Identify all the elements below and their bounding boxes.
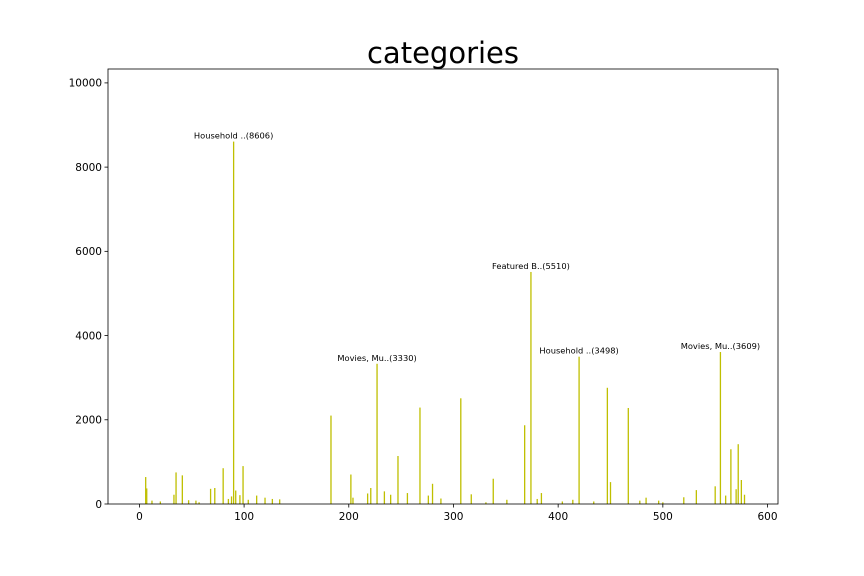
bar bbox=[222, 468, 224, 504]
bar bbox=[146, 488, 148, 504]
bar bbox=[725, 495, 727, 504]
bar bbox=[159, 501, 161, 504]
bar bbox=[390, 494, 392, 504]
bar bbox=[639, 500, 641, 504]
bar bbox=[492, 478, 494, 504]
bar bbox=[470, 494, 472, 504]
bar bbox=[609, 482, 612, 504]
bar bbox=[593, 501, 595, 504]
bar bbox=[427, 495, 429, 504]
bar bbox=[683, 497, 685, 504]
y-tick-label: 8000 bbox=[75, 162, 102, 174]
x-tick-label: 100 bbox=[234, 511, 254, 523]
bar bbox=[658, 500, 660, 504]
bar bbox=[578, 356, 580, 504]
bar bbox=[195, 500, 197, 504]
y-tick-label: 4000 bbox=[75, 330, 102, 342]
bar bbox=[352, 497, 354, 504]
bar bbox=[506, 499, 508, 504]
bar bbox=[743, 494, 746, 504]
bar bbox=[737, 444, 739, 504]
bar bbox=[271, 498, 274, 504]
x-axis: 0 100 200 300 400 500 600 bbox=[136, 504, 778, 523]
bar bbox=[406, 493, 409, 504]
plot-frame bbox=[107, 68, 779, 505]
y-axis: 0 2000 4000 6000 8000 10000 bbox=[69, 78, 108, 511]
bar bbox=[730, 449, 732, 504]
bar bbox=[256, 495, 258, 504]
bar bbox=[460, 398, 462, 504]
bar bbox=[397, 455, 399, 504]
bar bbox=[350, 474, 352, 504]
bar-annotation: Household ..(3498) bbox=[539, 346, 618, 356]
bar-annotation: Featured B..(5510) bbox=[492, 261, 570, 271]
y-tick-label: 10000 bbox=[69, 78, 102, 90]
bar-annotation: Movies, Mu..(3609) bbox=[681, 341, 760, 351]
bar bbox=[627, 407, 629, 504]
bar bbox=[151, 500, 153, 504]
bar bbox=[572, 499, 574, 504]
bar bbox=[419, 407, 421, 504]
bar bbox=[227, 498, 230, 504]
bar bbox=[330, 415, 332, 504]
bar bbox=[376, 363, 378, 504]
bar bbox=[279, 499, 281, 504]
bar bbox=[214, 488, 216, 504]
bar bbox=[173, 494, 175, 504]
bar bbox=[662, 502, 664, 504]
bar-annotation: Household ..(8606) bbox=[194, 131, 273, 141]
y-tick-label: 2000 bbox=[75, 415, 102, 427]
x-tick-label: 200 bbox=[339, 511, 359, 523]
y-tick-label: 0 bbox=[95, 499, 102, 511]
bar bbox=[239, 495, 241, 504]
bar bbox=[175, 472, 177, 504]
x-tick-label: 0 bbox=[136, 511, 143, 523]
x-tick-label: 400 bbox=[548, 511, 568, 523]
bar bbox=[187, 500, 190, 504]
x-tick-label: 300 bbox=[443, 511, 463, 523]
bars-group bbox=[145, 141, 746, 504]
bar bbox=[242, 466, 244, 504]
bar bbox=[530, 271, 532, 504]
bar bbox=[735, 489, 737, 504]
bar bbox=[366, 493, 369, 504]
bar bbox=[431, 483, 434, 504]
bar bbox=[247, 499, 249, 504]
bar bbox=[485, 502, 487, 504]
bar bbox=[383, 491, 386, 504]
x-tick-label: 500 bbox=[653, 511, 673, 523]
bar bbox=[181, 475, 183, 504]
bar bbox=[540, 493, 543, 504]
bar bbox=[714, 486, 716, 504]
bar bbox=[145, 477, 147, 504]
bar bbox=[198, 502, 200, 504]
bar bbox=[440, 498, 442, 504]
y-tick-label: 6000 bbox=[75, 246, 102, 258]
x-tick-label: 600 bbox=[758, 511, 778, 523]
bar bbox=[370, 488, 372, 504]
bar bbox=[209, 488, 212, 504]
chart-title: categories bbox=[367, 36, 519, 70]
bar bbox=[232, 141, 235, 504]
bar bbox=[561, 501, 563, 504]
bar bbox=[645, 497, 647, 504]
bar bbox=[536, 498, 538, 504]
bar bbox=[235, 490, 237, 504]
bar bbox=[264, 497, 266, 504]
bar bbox=[719, 352, 722, 504]
annotations-group: Household ..(8606) Movies, Mu..(3330) Feat… bbox=[194, 131, 760, 363]
bar bbox=[740, 480, 743, 504]
bar bbox=[695, 490, 697, 504]
bar-annotation: Movies, Mu..(3330) bbox=[337, 353, 416, 363]
bar bbox=[230, 496, 233, 504]
bar bbox=[606, 387, 609, 504]
bar bbox=[524, 425, 526, 504]
